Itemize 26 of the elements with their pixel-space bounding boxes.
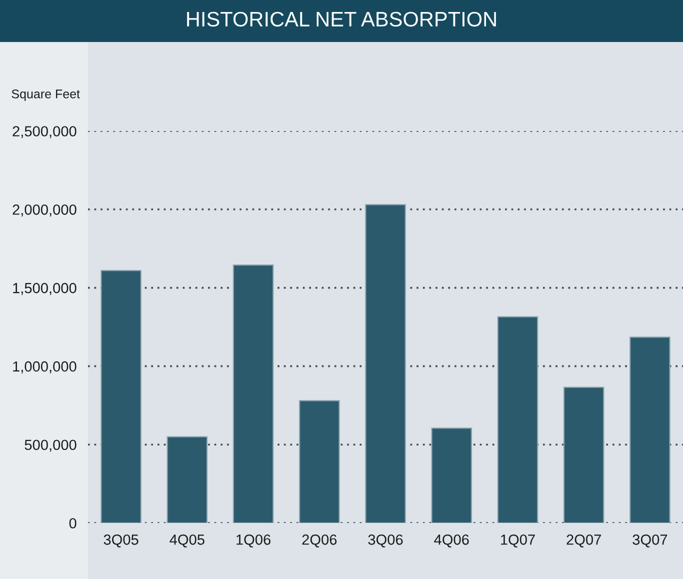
y-tick-label: 0 [69, 518, 76, 528]
y-tick-label: 1,000,000 [13, 361, 76, 374]
x-tick-label: 3Q07 [632, 534, 668, 548]
bar [232, 264, 274, 523]
bar [365, 204, 406, 523]
chart-title: HISTORICAL NET ABSORPTION [187, 12, 496, 27]
x-tick-label: 4Q05 [170, 534, 204, 548]
bar [563, 386, 604, 523]
bar [630, 336, 670, 523]
y-axis-title: Square Feet [12, 90, 80, 101]
bar [299, 400, 340, 523]
bar [431, 428, 472, 523]
x-tick-label: 2Q06 [302, 534, 337, 548]
y-tick-label: 1,500,000 [13, 282, 76, 295]
x-tick-label: 3Q05 [104, 534, 138, 548]
x-tick-label: 1Q07 [501, 534, 535, 548]
y-tick-label: 500,000 [24, 440, 76, 452]
x-tick-label: 1Q06 [236, 534, 270, 548]
y-tick-label: 2,500,000 [12, 126, 76, 138]
x-tick-label: 4Q06 [434, 534, 469, 548]
x-tick-label: 2Q07 [566, 534, 601, 548]
bar [166, 436, 208, 523]
bar [100, 270, 142, 523]
y-tick-label: 2,000,000 [12, 204, 76, 217]
x-tick-label: 3Q06 [368, 534, 403, 548]
bar [497, 316, 538, 523]
